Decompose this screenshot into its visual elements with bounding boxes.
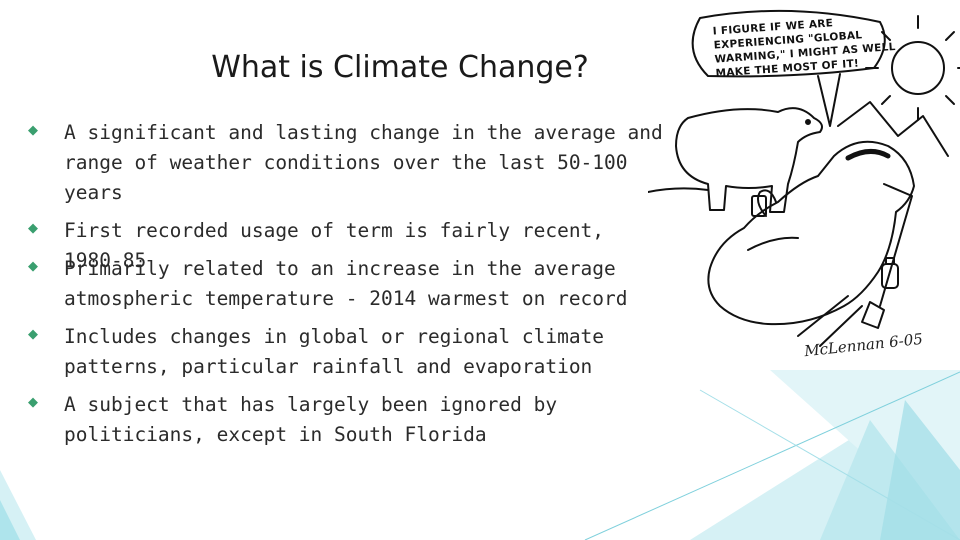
diamond-bullet-icon: ◆ — [28, 327, 38, 342]
diamond-bullet-icon: ◆ — [28, 395, 38, 410]
bullet-text: A subject that has largely been ignored … — [64, 393, 558, 446]
bullet-text: Includes changes in global or regional c… — [64, 325, 605, 378]
diamond-bullet-icon: ◆ — [28, 123, 38, 138]
diamond-bullet-icon: ◆ — [28, 221, 38, 236]
bullet-text: First recorded usage of term is fairly r… — [64, 219, 616, 272]
diamond-bullet-icon: ◆ — [28, 259, 38, 274]
slide-title: What is Climate Change? — [211, 50, 589, 85]
bullet-text: A significant and lasting change in the … — [64, 121, 663, 204]
polar-bear-cartoon — [648, 9, 960, 347]
bullet-text: Primarily related to an increase in the … — [64, 257, 628, 310]
